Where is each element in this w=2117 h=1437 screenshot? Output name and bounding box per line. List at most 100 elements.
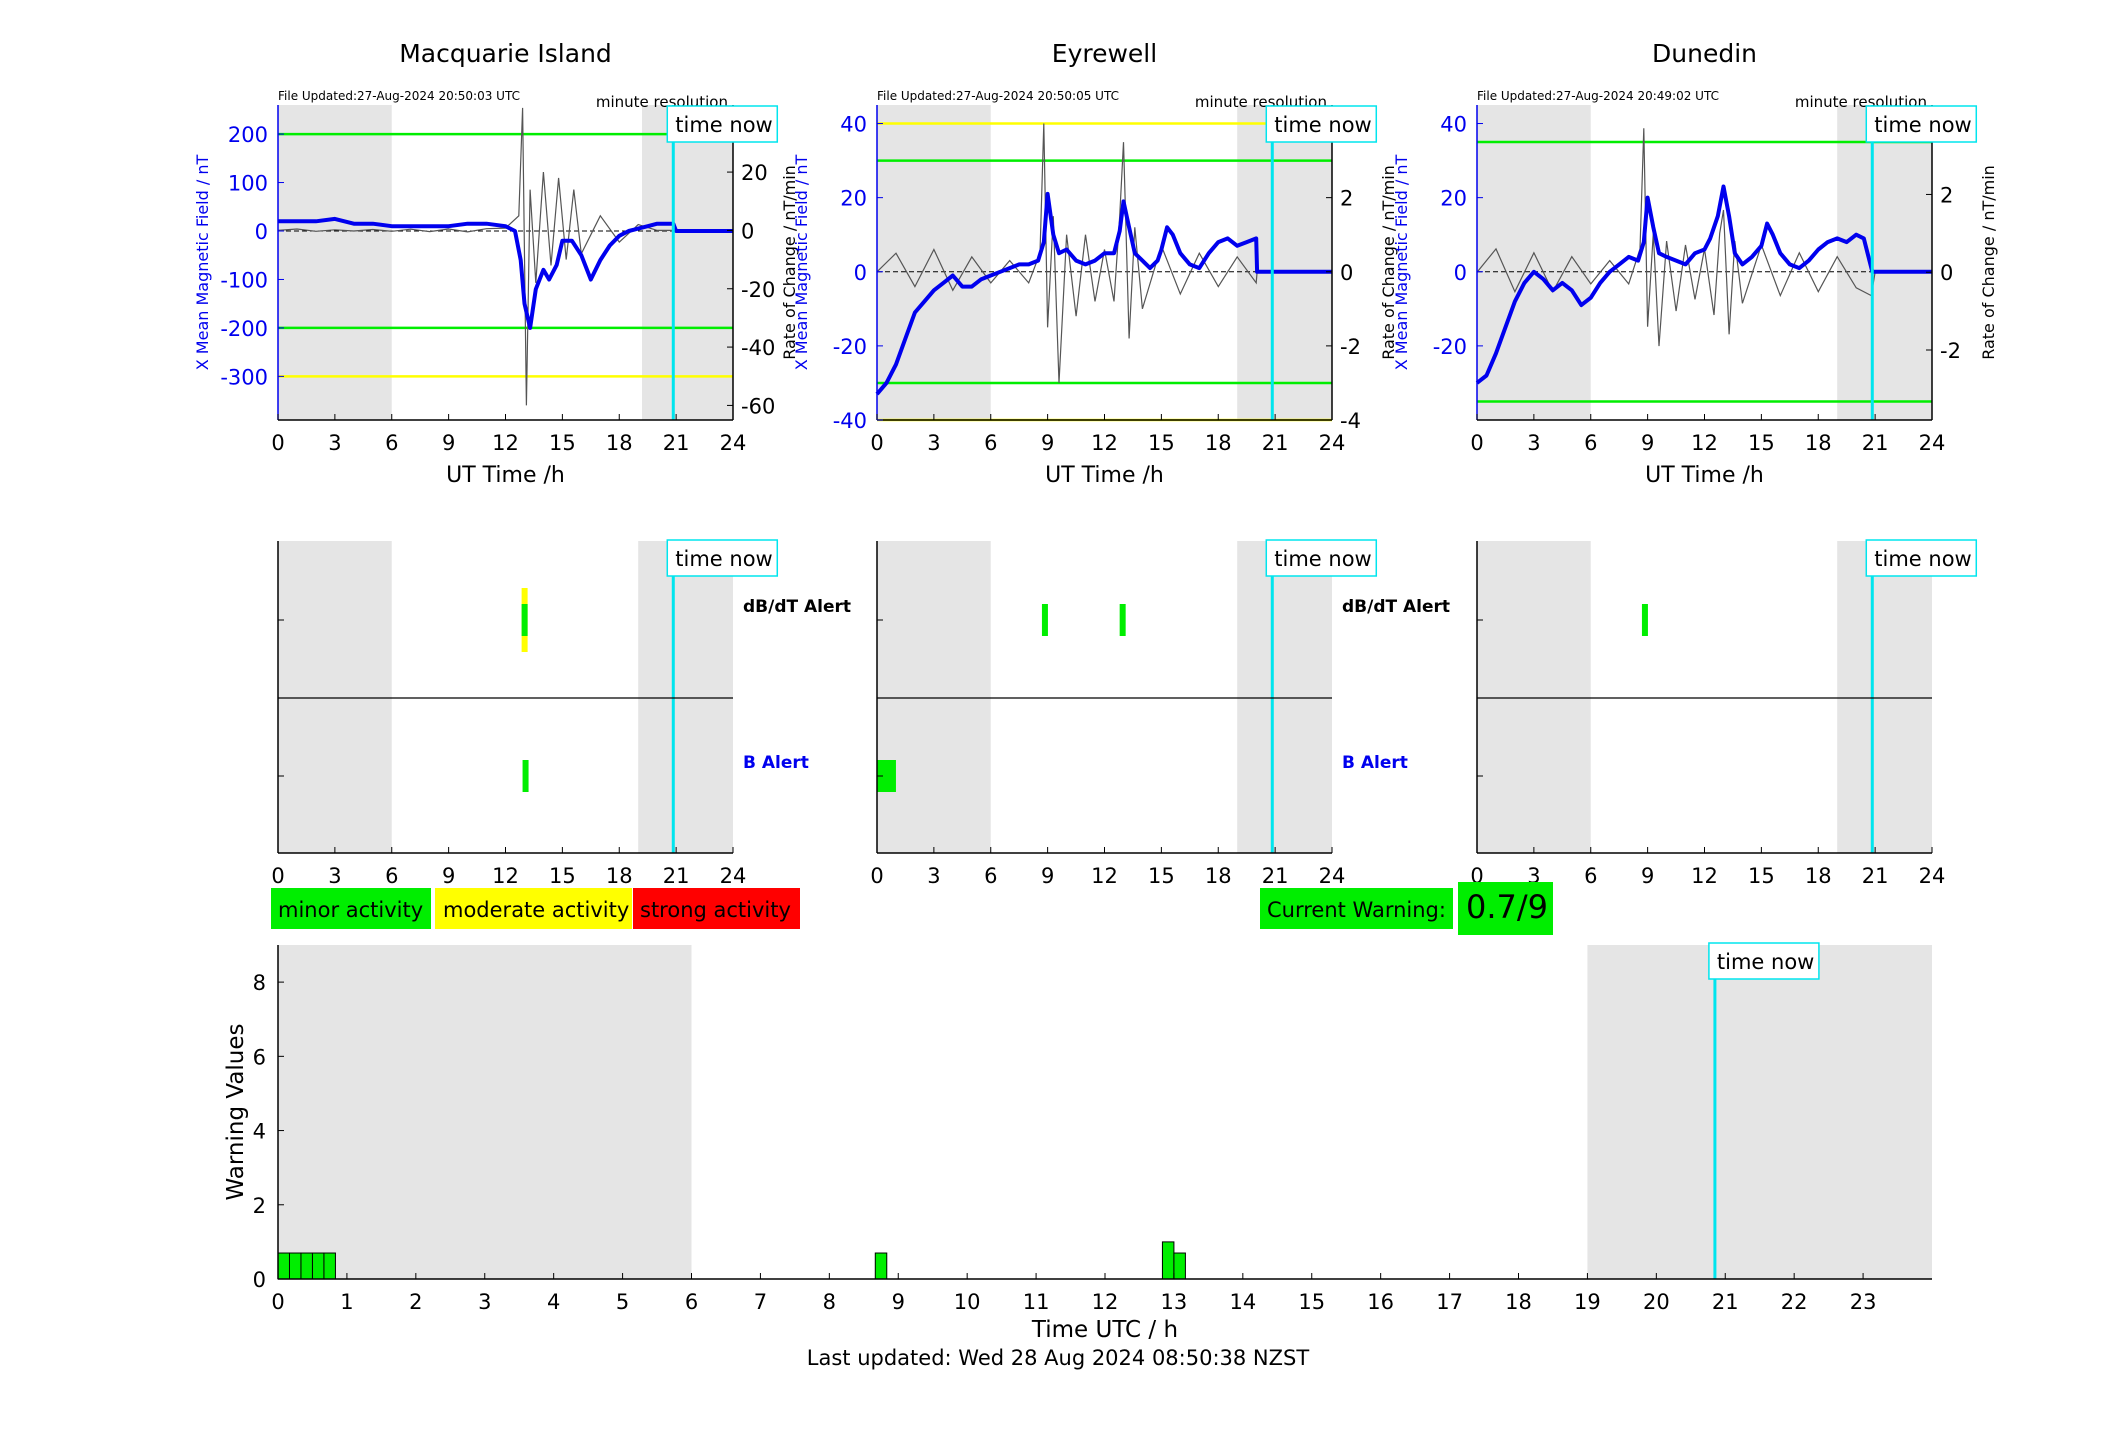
- x-tick-label: 6: [685, 1290, 698, 1314]
- right-y-tick-label: 2: [1940, 183, 1953, 207]
- x-tick-label: 12: [1691, 431, 1718, 455]
- x-tick-label: 23: [1850, 1290, 1877, 1314]
- night-shading: [638, 541, 733, 853]
- dbdt-alert-label: dB/dT Alert: [743, 597, 851, 617]
- time-now-label: time now: [1874, 547, 1971, 571]
- time-now-label: time now: [1874, 113, 1971, 137]
- x-tick-label: 12: [1092, 1290, 1119, 1314]
- x-tick-label: 6: [1584, 431, 1597, 455]
- x-axis-label: UT Time /h: [1645, 463, 1764, 488]
- x-tick-label: 11: [1023, 1290, 1050, 1314]
- y-tick-label: 2: [253, 1194, 266, 1218]
- activity-legend: minor activity moderate activity strong …: [271, 888, 800, 929]
- x-tick-label: 9: [1041, 864, 1054, 888]
- y-tick-label: 6: [253, 1045, 266, 1069]
- x-tick-label: 15: [549, 864, 576, 888]
- night-shading: [278, 105, 392, 420]
- x-tick-label: 21: [1712, 1290, 1739, 1314]
- x-tick-label: 18: [606, 864, 633, 888]
- time-now-box: [1865, 105, 1978, 143]
- x-tick-label: 18: [1805, 864, 1832, 888]
- night-shading: [877, 541, 991, 853]
- right-y-tick-label: -40: [741, 336, 775, 360]
- x-tick-label: 24: [1319, 864, 1346, 888]
- x-tick-label: 21: [663, 864, 690, 888]
- alert-mark: [522, 760, 529, 792]
- file-updated: File Updated:27-Aug-2024 20:50:03 UTC: [278, 89, 520, 103]
- x-tick-label: 8: [823, 1290, 836, 1314]
- legend-minor-label: minor activity: [278, 898, 423, 922]
- x-tick-label: 12: [1091, 431, 1118, 455]
- left-y-tick-label: 100: [228, 172, 268, 196]
- x-tick-label: 6: [1584, 864, 1597, 888]
- night-shading: [1237, 105, 1332, 420]
- x-tick-label: 9: [442, 864, 455, 888]
- left-y-tick-label: 20: [840, 187, 867, 211]
- night-shading: [1587, 945, 1932, 1279]
- left-y-tick-label: 0: [854, 261, 867, 285]
- current-warning-value-box: [1458, 882, 1553, 935]
- x-tick-label: 3: [927, 431, 940, 455]
- left-y-tick-label: -20: [833, 335, 867, 359]
- warning-bar: [323, 1252, 336, 1280]
- x-tick-label: 12: [1091, 864, 1118, 888]
- alert-panel-2: 0 3 6 9 12 15 18 21 24 dB/dT Alert B Alert time now: [870, 539, 1450, 888]
- x-tick-label: 15: [1748, 864, 1775, 888]
- magnetic-field-series: [278, 216, 733, 330]
- night-shading: [278, 945, 692, 1279]
- legend-minor-swatch: [271, 888, 431, 929]
- current-warning-label: Current Warning:: [1267, 898, 1446, 922]
- x-tick-label: 3: [328, 431, 341, 455]
- left-y-tick-label: -100: [220, 268, 268, 292]
- x-tick-label: 6: [385, 864, 398, 888]
- left-y-axis-label: X Mean Magnetic Field / nT: [792, 155, 811, 371]
- time-now-label: time now: [675, 113, 772, 137]
- rate-of-change-series: [277, 107, 733, 406]
- left-y-tick-label: 0: [255, 220, 268, 244]
- x-tick-label: 22: [1781, 1290, 1808, 1314]
- x-tick-label: 0: [870, 431, 883, 455]
- b-alert-label: B Alert: [1342, 753, 1408, 773]
- left-y-tick-label: -300: [220, 365, 268, 389]
- x-tick-label: 0: [271, 431, 284, 455]
- night-shading: [877, 105, 991, 420]
- x-tick-label: 5: [616, 1290, 629, 1314]
- x-tick-label: 21: [1862, 864, 1889, 888]
- x-tick-label: 15: [1148, 431, 1175, 455]
- left-y-tick-label: -40: [833, 409, 867, 433]
- time-now-box: [1865, 539, 1978, 577]
- x-tick-label: 0: [1470, 431, 1483, 455]
- x-tick-label: 9: [892, 1290, 905, 1314]
- right-y-tick-label: -4: [1340, 409, 1361, 433]
- x-tick-label: 4: [547, 1290, 560, 1314]
- x-tick-label: 15: [549, 431, 576, 455]
- night-shading: [642, 105, 733, 420]
- right-y-axis-label: Rate of Change / nT/min: [1379, 165, 1398, 360]
- x-tick-label: 18: [1205, 864, 1232, 888]
- right-y-tick-label: -20: [741, 278, 775, 302]
- x-tick-label: 12: [492, 431, 519, 455]
- right-y-tick-label: -60: [741, 394, 775, 418]
- right-y-axis-label: Rate of Change / nT/min: [780, 165, 799, 360]
- left-y-tick-label: -200: [220, 317, 268, 341]
- x-axis-label: UT Time /h: [446, 463, 565, 488]
- magnetometer-plots: 036912151821242001000-100-200-30040200-2…: [193, 39, 1998, 488]
- warning-bar: [1161, 1241, 1175, 1280]
- alert-mark: [877, 760, 896, 792]
- time-now-box: [1708, 942, 1820, 980]
- x-tick-label: 21: [1262, 864, 1289, 888]
- time-now-label: time now: [1274, 547, 1371, 571]
- file-updated: File Updated:27-Aug-2024 20:49:02 UTC: [1477, 89, 1719, 103]
- x-tick-label: 18: [606, 431, 633, 455]
- alert-mark: [1041, 604, 1048, 636]
- x-tick-label: 20: [1643, 1290, 1670, 1314]
- alert-mark: [1119, 604, 1126, 636]
- left-y-tick-label: 40: [840, 113, 867, 137]
- time-now-box: [666, 539, 779, 577]
- legend-moderate-label: moderate activity: [443, 898, 629, 922]
- warning-bar: [874, 1252, 888, 1280]
- y-tick-label: 0: [253, 1268, 266, 1292]
